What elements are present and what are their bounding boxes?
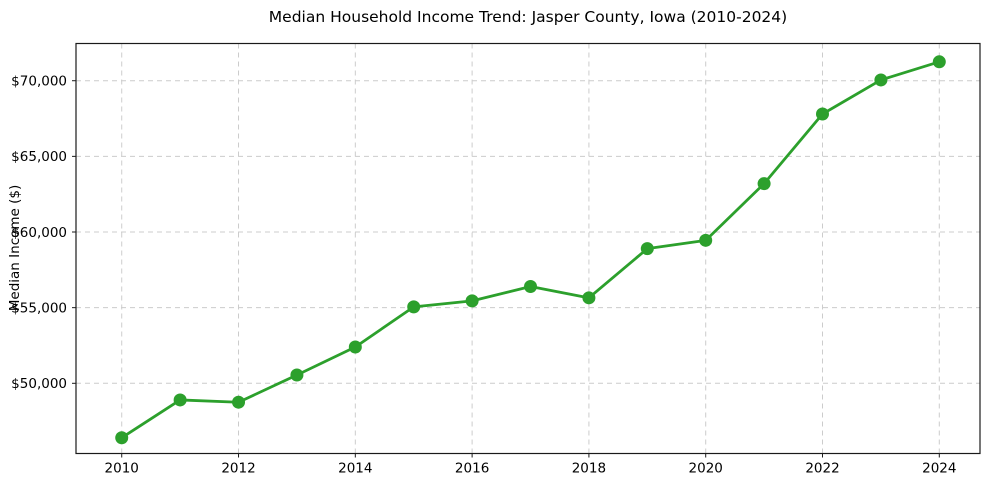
data-point-marker [465,294,479,308]
x-tick-label: 2014 [338,461,372,477]
data-point-marker [874,73,888,87]
data-point-marker [348,340,362,354]
y-tick-label: $55,000 [11,300,67,316]
x-tick-label: 2022 [805,461,839,477]
data-point-marker [699,233,713,247]
y-tick-label: $60,000 [11,225,67,241]
x-tick-label: 2010 [105,461,139,477]
y-axis-label: Median Income ($) [7,184,23,312]
y-tick-label: $65,000 [11,149,67,165]
data-point-marker [115,431,129,445]
chart-title: Median Household Income Trend: Jasper Co… [268,8,788,26]
data-point-marker [932,55,946,69]
data-point-marker [407,300,421,314]
x-tick-label: 2012 [221,461,255,477]
x-tick-label: 2016 [455,461,489,477]
plot-border [75,42,981,455]
y-tick-label: $70,000 [11,74,67,90]
trend-line [120,60,941,440]
data-point-marker [582,291,596,305]
data-point-marker [173,393,187,407]
data-point-marker [640,242,654,256]
data-point-marker [757,177,771,191]
data-point-marker [816,107,830,121]
y-tick-label: $50,000 [11,376,67,392]
data-point-marker [290,368,304,382]
data-point-marker [524,279,538,293]
data-point-marker [232,395,246,409]
x-tick-label: 2018 [572,461,606,477]
x-tick-label: 2020 [689,461,723,477]
x-tick-label: 2024 [922,461,956,477]
